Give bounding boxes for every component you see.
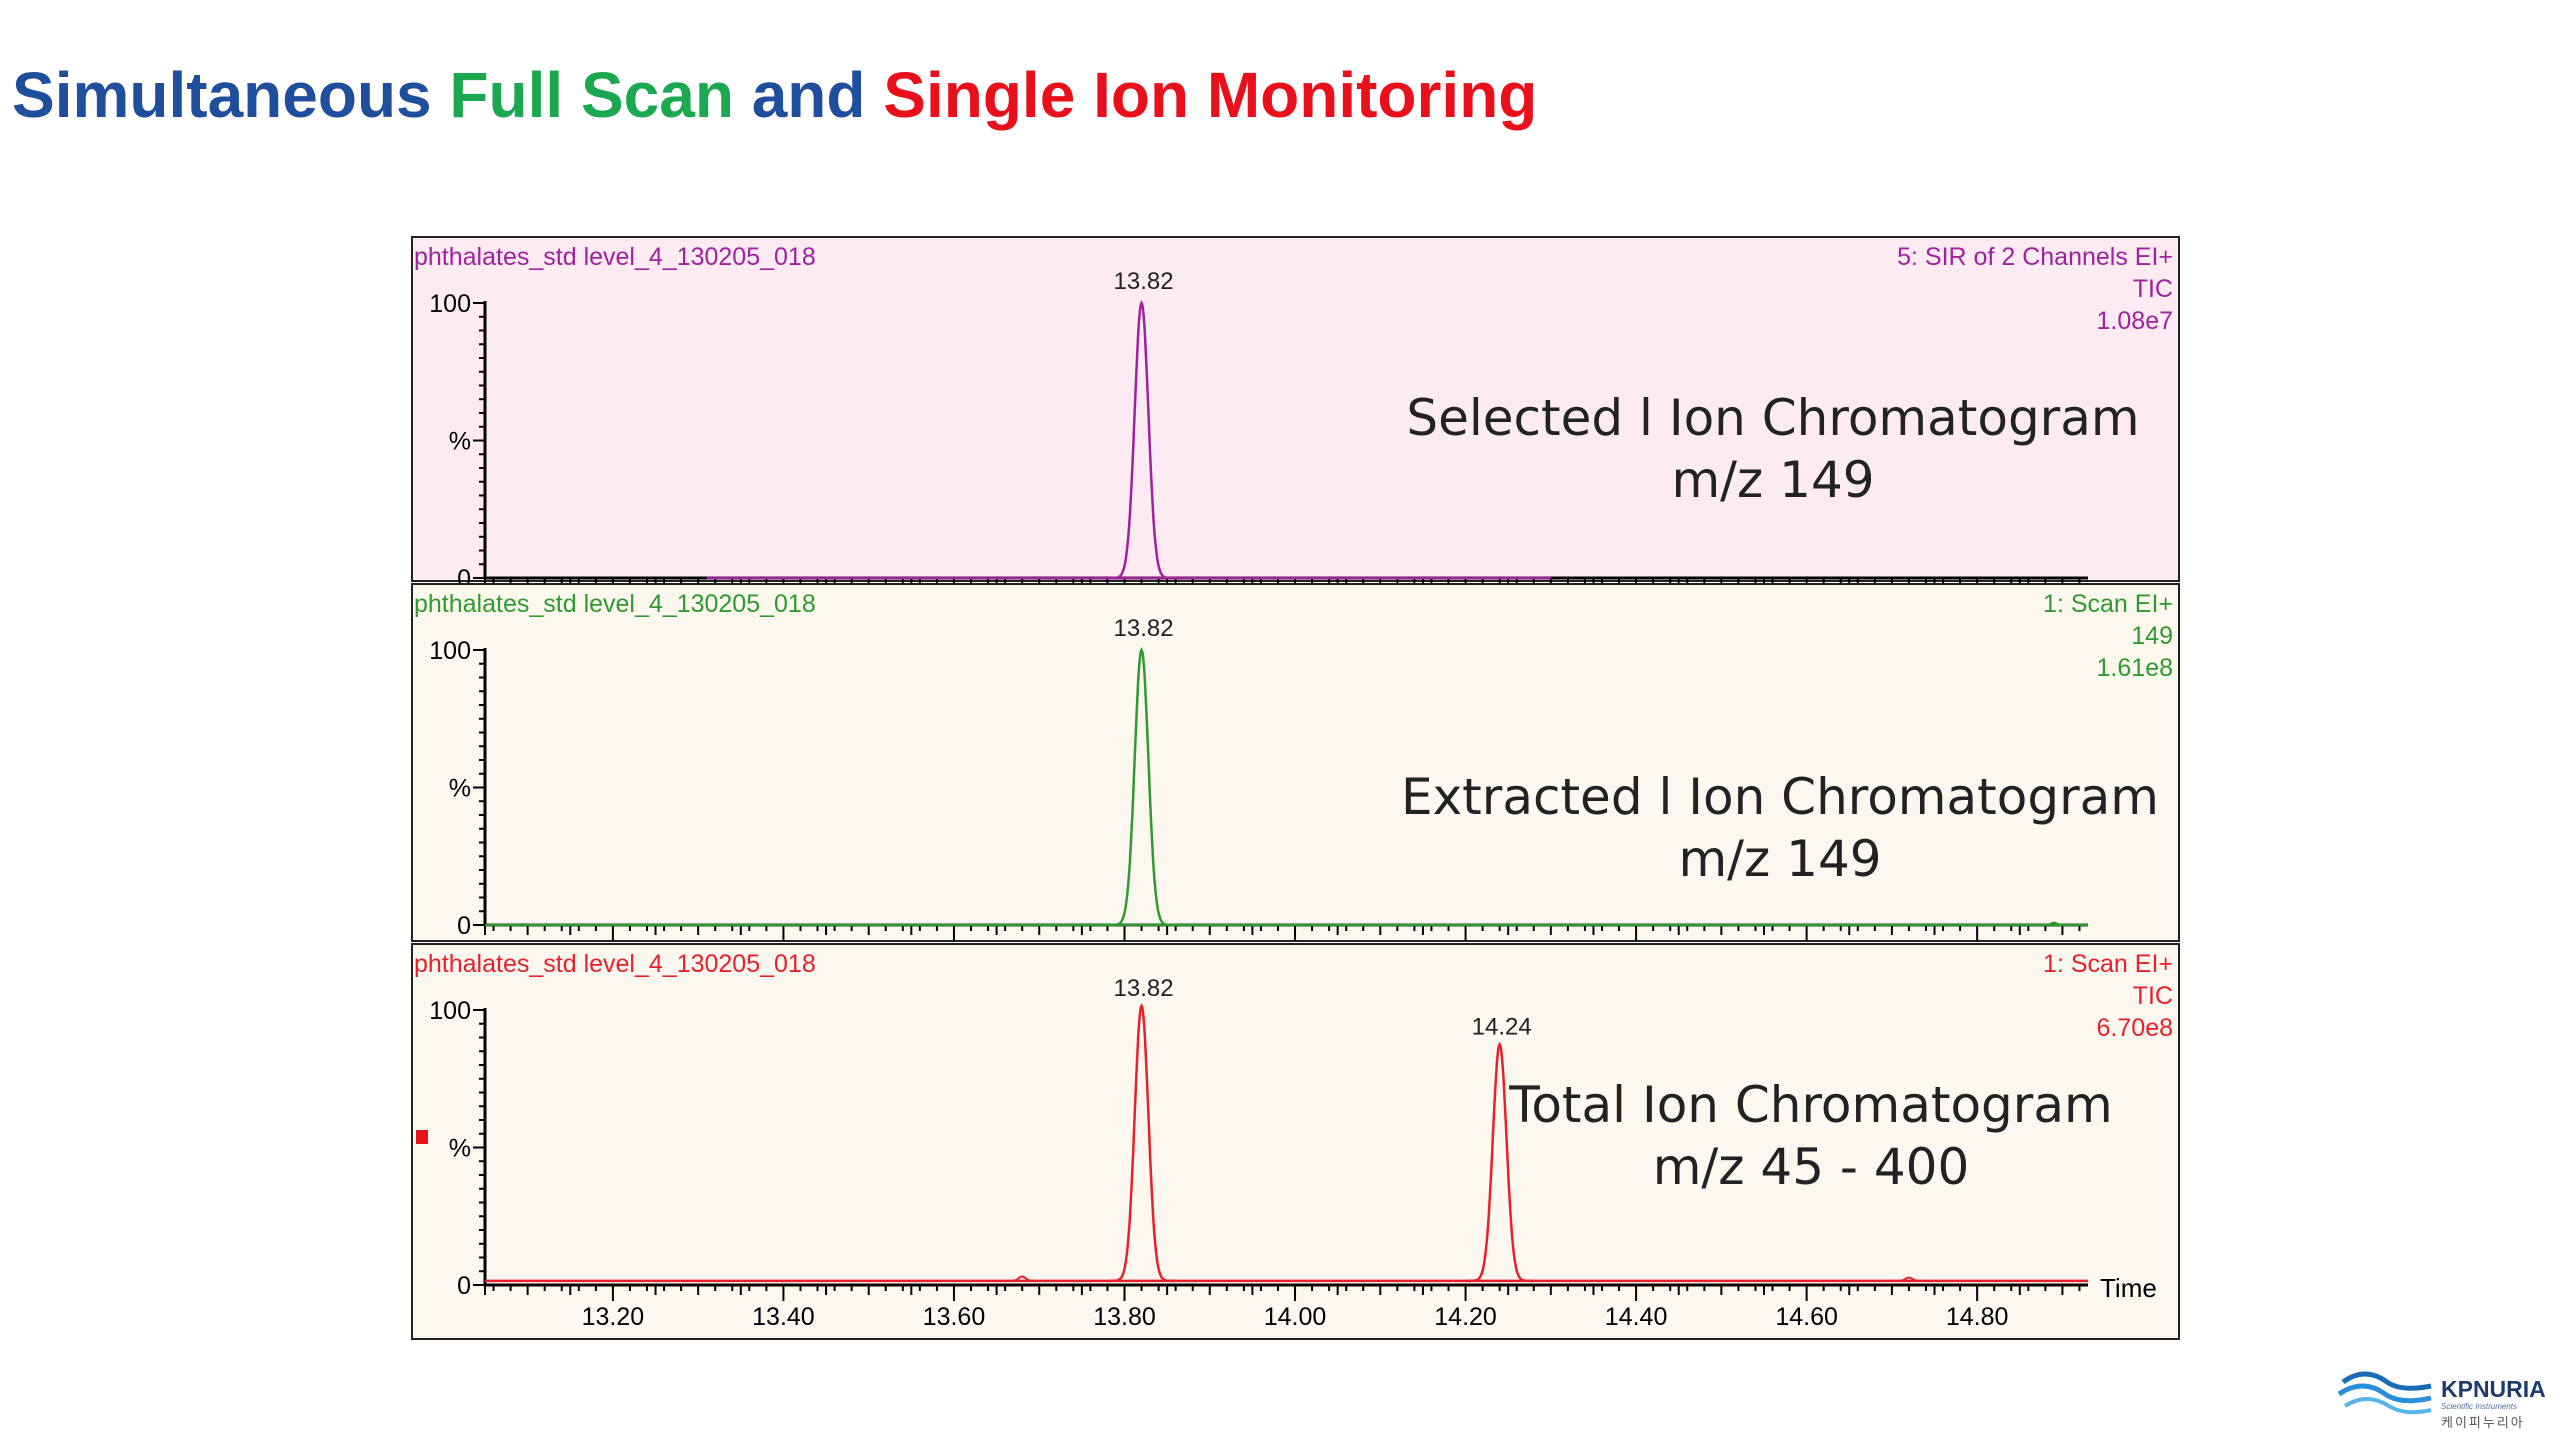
annotation-line: m/z 45 - 400 <box>1653 1138 1970 1196</box>
noise-bump <box>2040 921 2068 926</box>
chromatogram-panel-1: phthalates_std level_4_130205_018 5: SIR … <box>411 236 2180 594</box>
panel-background <box>411 583 2180 942</box>
slide-title: Simultaneous Full Scan and Single Ion Mo… <box>12 58 1537 132</box>
x-tick-label: 14.00 <box>1264 1303 1327 1331</box>
intensity-label: 1.08e7 <box>2097 307 2173 335</box>
company-logo: KPNURIA Scientific Instruments 케이피누리아 <box>2335 1362 2550 1430</box>
sample-name: phthalates_std level_4_130205_018 <box>414 950 816 978</box>
peak-trace <box>1107 647 1176 927</box>
logo-subtitle: Scientific Instruments <box>2441 1402 2518 1411</box>
annotation-line: m/z 149 <box>1671 451 1874 509</box>
peak-trace <box>1465 1041 1534 1283</box>
peak-trace <box>1107 300 1176 580</box>
annotation-line: Extracted l Ion Chromatogram <box>1401 768 2159 826</box>
y-tick-label: % <box>449 428 471 456</box>
title-part-3: Single Ion Monitoring <box>883 59 1538 131</box>
sample-name: phthalates_std level_4_130205_018 <box>414 590 816 618</box>
x-tick-label: 13.80 <box>1093 1303 1156 1331</box>
y-tick-label: % <box>449 775 471 803</box>
x-tick-label: 14.80 <box>1946 1303 2009 1331</box>
peak-label: 13.82 <box>1114 615 1174 642</box>
peak-label: 13.82 <box>1114 268 1174 295</box>
intensity-label: 6.70e8 <box>2097 1014 2173 1042</box>
x-tick-label: 14.20 <box>1434 1303 1497 1331</box>
chromatogram-panel-2: phthalates_std level_4_130205_018 1: Scan… <box>411 583 2180 942</box>
noise-bump <box>1895 1276 1923 1282</box>
y-tick-label: 0 <box>457 1272 471 1300</box>
title-part-1: Full Scan <box>449 59 734 131</box>
function-label: 1: Scan EI+ <box>2043 950 2173 978</box>
x-axis-label: Time <box>2100 1273 2157 1303</box>
y-tick-label: 100 <box>429 637 471 665</box>
y-tick-label: % <box>449 1135 471 1163</box>
title-part-0: Simultaneous <box>12 59 450 131</box>
y-tick-label: 0 <box>457 912 471 940</box>
x-tick-label: 14.40 <box>1605 1303 1668 1331</box>
panel-background <box>411 943 2180 1340</box>
title-part-2: and <box>733 59 884 131</box>
peak-label: 13.82 <box>1114 975 1174 1002</box>
wave-logo-icon <box>2337 1371 2432 1415</box>
function-label: 5: SIR of 2 Channels EI+ <box>1897 243 2173 271</box>
peak-trace <box>1107 1003 1176 1283</box>
annotation-line: m/z 149 <box>1678 830 1881 888</box>
noise-bump <box>1008 1275 1036 1282</box>
y-tick-label: 100 <box>429 997 471 1025</box>
x-tick-label: 13.60 <box>923 1303 986 1331</box>
intensity-label: 1.61e8 <box>2097 654 2173 682</box>
y-tick-label: 100 <box>429 290 471 318</box>
function-label: 1: Scan EI+ <box>2043 590 2173 618</box>
x-tick-label: 14.60 <box>1775 1303 1838 1331</box>
trace-label: 149 <box>2131 622 2173 650</box>
trace-marker-icon <box>416 1130 428 1144</box>
panel-background <box>411 236 2180 582</box>
peak-label: 14.24 <box>1472 1014 1532 1041</box>
chromatogram-figure: phthalates_std level_4_130205_018 5: SIR … <box>408 235 2182 1340</box>
logo-korean: 케이피누리아 <box>2441 1415 2525 1430</box>
chromatogram-panel-3: phthalates_std level_4_130205_018 1: Scan… <box>411 943 2180 1340</box>
x-tick-label: 13.40 <box>752 1303 815 1331</box>
trace-label: TIC <box>2133 982 2173 1010</box>
logo-brand: KPNURIA <box>2441 1376 2546 1402</box>
trace-label: TIC <box>2133 275 2173 303</box>
sample-name: phthalates_std level_4_130205_018 <box>414 243 816 271</box>
annotation-line: Total Ion Chromatogram <box>1508 1076 2112 1134</box>
chromatogram-svg: phthalates_std level_4_130205_018 5: SIR … <box>411 236 2180 1340</box>
annotation-line: Selected l Ion Chromatogram <box>1406 389 2139 447</box>
x-tick-label: 13.20 <box>582 1303 645 1331</box>
